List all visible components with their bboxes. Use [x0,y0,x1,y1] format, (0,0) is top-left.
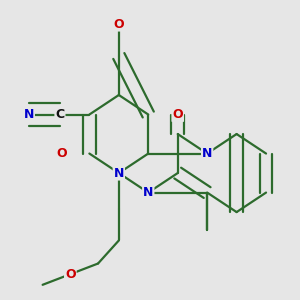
Text: N: N [143,186,154,199]
Text: N: N [24,108,34,121]
Text: O: O [56,147,67,160]
Text: N: N [114,167,124,180]
Text: O: O [172,108,183,121]
Text: O: O [113,18,124,31]
Text: O: O [65,268,76,281]
Text: N: N [202,147,212,160]
Text: C: C [56,108,64,121]
